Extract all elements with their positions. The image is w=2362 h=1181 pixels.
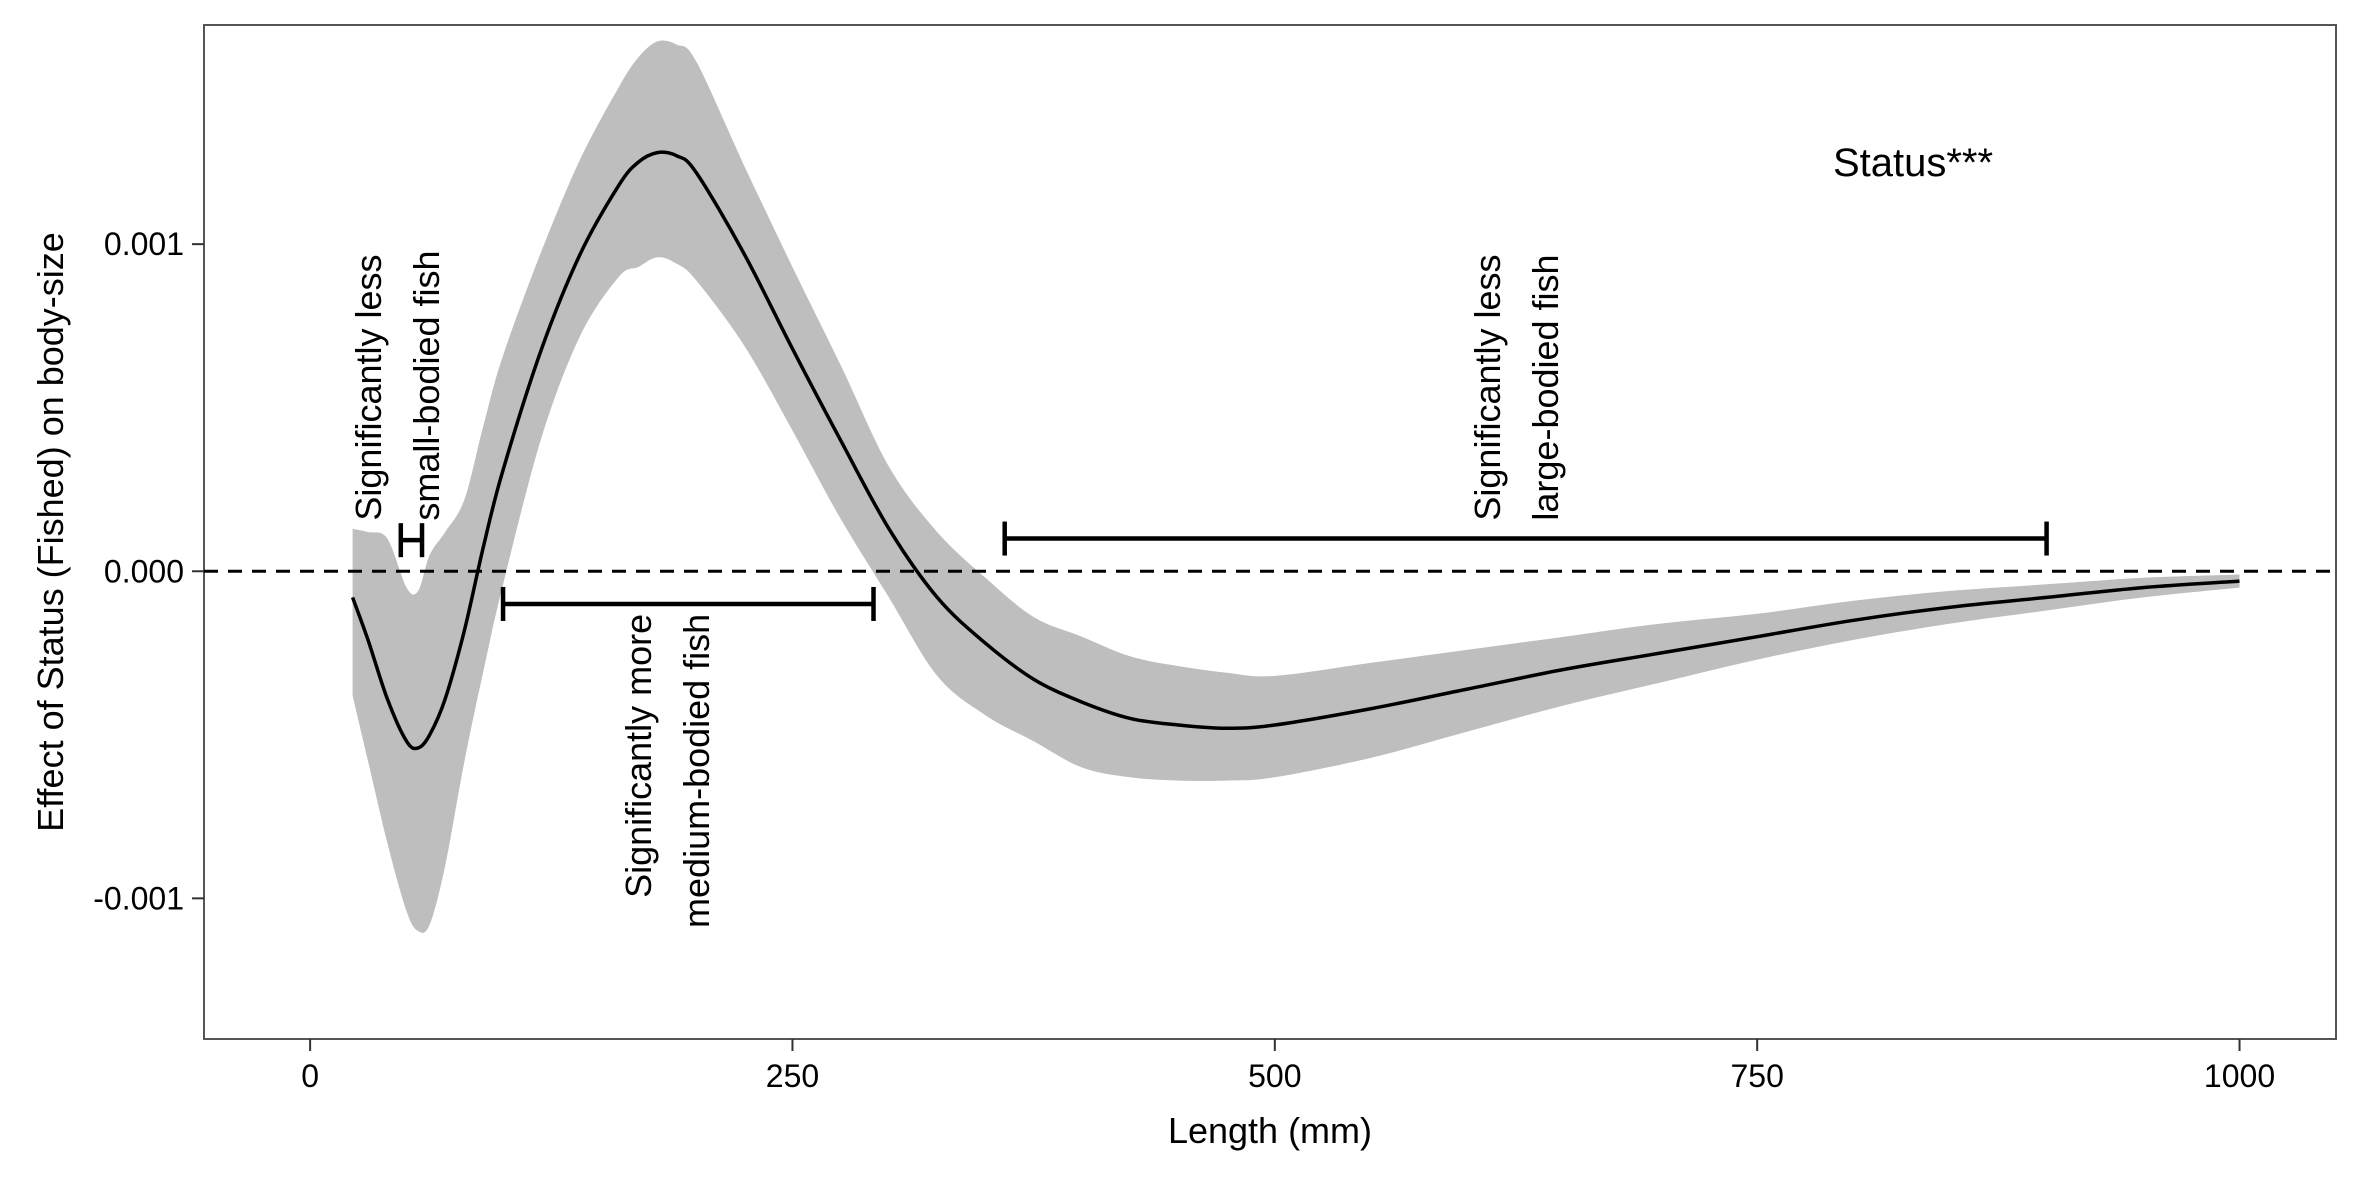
annotation-label: medium-bodied fish bbox=[676, 614, 717, 928]
x-tick-label: 750 bbox=[1730, 1058, 1783, 1094]
panel-background bbox=[203, 24, 2337, 1040]
status-label: Status*** bbox=[1833, 141, 1993, 185]
x-axis-title: Length (mm) bbox=[1168, 1110, 1372, 1151]
confidence-ribbon bbox=[352, 40, 2240, 933]
annotation-label: Significantly less bbox=[348, 254, 389, 520]
annotation-label: small-bodied fish bbox=[406, 250, 447, 520]
y-axis-title: Effect of Status (Fished) on body-size bbox=[30, 232, 71, 832]
x-tick-label: 0 bbox=[301, 1058, 319, 1094]
annotation-label: Significantly less bbox=[1467, 254, 1508, 520]
y-tick-label: 0.000 bbox=[104, 553, 184, 589]
x-tick-label: 1000 bbox=[2204, 1058, 2275, 1094]
annotation-label: Significantly more bbox=[618, 614, 659, 898]
y-tick-label: 0.001 bbox=[104, 226, 184, 262]
x-tick-label: 500 bbox=[1248, 1058, 1301, 1094]
x-tick-label: 250 bbox=[766, 1058, 819, 1094]
annotation-label: large-bodied fish bbox=[1525, 254, 1566, 520]
effect-line bbox=[350, 150, 2240, 751]
y-tick-label: -0.001 bbox=[93, 880, 184, 916]
